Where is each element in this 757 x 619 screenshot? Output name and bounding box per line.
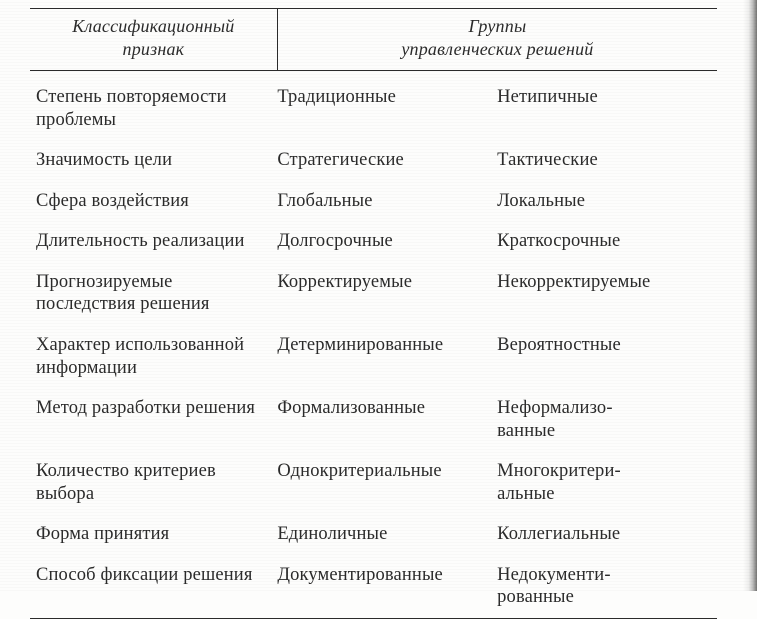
cell-attribute: Способ фиксации решения	[30, 555, 277, 619]
cell-attribute: Степень повторяемости проблемы	[30, 77, 277, 140]
table-row: Количество критериев выбораОднокритериал…	[30, 451, 717, 514]
cell-group-b: Недокументи- рованные	[497, 555, 717, 619]
cell-group-a: Долгосрочные	[277, 221, 497, 262]
cell-group-a: Формализованные	[277, 388, 497, 451]
page-edge-shadow	[743, 0, 757, 591]
header-attribute: Классификационный признак	[72, 16, 234, 59]
cell-attribute: Форма принятия	[30, 514, 277, 555]
cell-attribute: Характер использованной информации	[30, 325, 277, 388]
classification-table: Классификационный признак Группы управле…	[30, 8, 717, 619]
table-row: Прогнозируемые последствия решенияКоррек…	[30, 262, 717, 325]
cell-attribute: Количество критериев выбора	[30, 451, 277, 514]
table-header-row: Классификационный признак Группы управле…	[30, 9, 717, 71]
cell-group-b: Неформализо- ванные	[497, 388, 717, 451]
cell-group-b: Вероятностные	[497, 325, 717, 388]
cell-attribute: Длительность реализации	[30, 221, 277, 262]
table-row: Длительность реализацииДолгосрочныеКратк…	[30, 221, 717, 262]
table-row: Сфера воздействияГлобальныеЛокальные	[30, 181, 717, 222]
table-row: Форма принятияЕдиноличныеКоллегиальные	[30, 514, 717, 555]
header-groups: Группы управленческих решений	[401, 16, 593, 59]
cell-group-b: Локальные	[497, 181, 717, 222]
cell-group-b: Многокритери- альные	[497, 451, 717, 514]
cell-group-b: Тактические	[497, 140, 717, 181]
cell-group-a: Детерминированные	[277, 325, 497, 388]
cell-group-b: Коллегиальные	[497, 514, 717, 555]
cell-group-a: Традиционные	[277, 77, 497, 140]
cell-attribute: Сфера воздействия	[30, 181, 277, 222]
table-body: Степень повторяемости проблемыТрадиционн…	[30, 71, 717, 619]
cell-group-a: Корректируемые	[277, 262, 497, 325]
cell-group-a: Глобальные	[277, 181, 497, 222]
cell-group-a: Стратегические	[277, 140, 497, 181]
cell-group-b: Краткосрочные	[497, 221, 717, 262]
cell-group-b: Нетипичные	[497, 77, 717, 140]
table-row: Способ фиксации решенияДокументированные…	[30, 555, 717, 619]
table-row: Метод разработки решенияФормализованныеН…	[30, 388, 717, 451]
table-row: Значимость целиСтратегическиеТактические	[30, 140, 717, 181]
cell-attribute: Прогнозируемые последствия решения	[30, 262, 277, 325]
cell-group-a: Единоличные	[277, 514, 497, 555]
cell-attribute: Значимость цели	[30, 140, 277, 181]
table-row: Степень повторяемости проблемыТрадиционн…	[30, 77, 717, 140]
table-row: Характер использованной информацииДетерм…	[30, 325, 717, 388]
cell-group-b: Некорректируемые	[497, 262, 717, 325]
cell-attribute: Метод разработки решения	[30, 388, 277, 451]
cell-group-a: Однокритериальные	[277, 451, 497, 514]
cell-group-a: Документированные	[277, 555, 497, 619]
